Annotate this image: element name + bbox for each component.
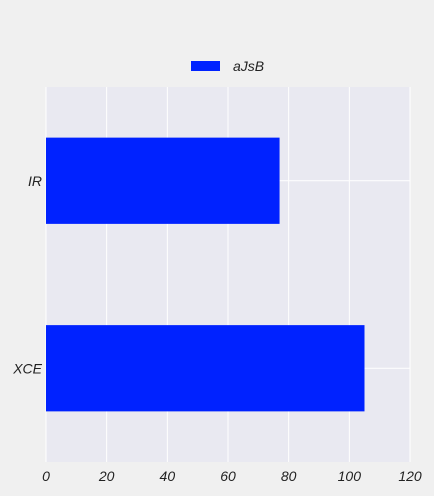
legend-swatch (191, 61, 220, 71)
y-tick-label: IR (28, 173, 42, 189)
x-tick-label: 100 (338, 468, 362, 484)
bars (46, 137, 365, 412)
bar-ir (46, 137, 280, 224)
x-tick-label: 60 (220, 468, 236, 484)
x-tick-label: 40 (160, 468, 176, 484)
x-tick-label: 20 (98, 468, 115, 484)
legend: aJsB (191, 58, 264, 74)
legend-label: aJsB (233, 58, 264, 74)
bar-xce (46, 325, 365, 412)
y-tick-labels: IR XCE (12, 173, 42, 377)
x-tick-label: 80 (281, 468, 297, 484)
x-tick-label: 120 (398, 468, 422, 484)
x-tick-label: 0 (42, 468, 50, 484)
y-tick-label: XCE (12, 360, 42, 376)
x-tick-labels: 0 20 40 60 80 100 120 (42, 468, 422, 484)
